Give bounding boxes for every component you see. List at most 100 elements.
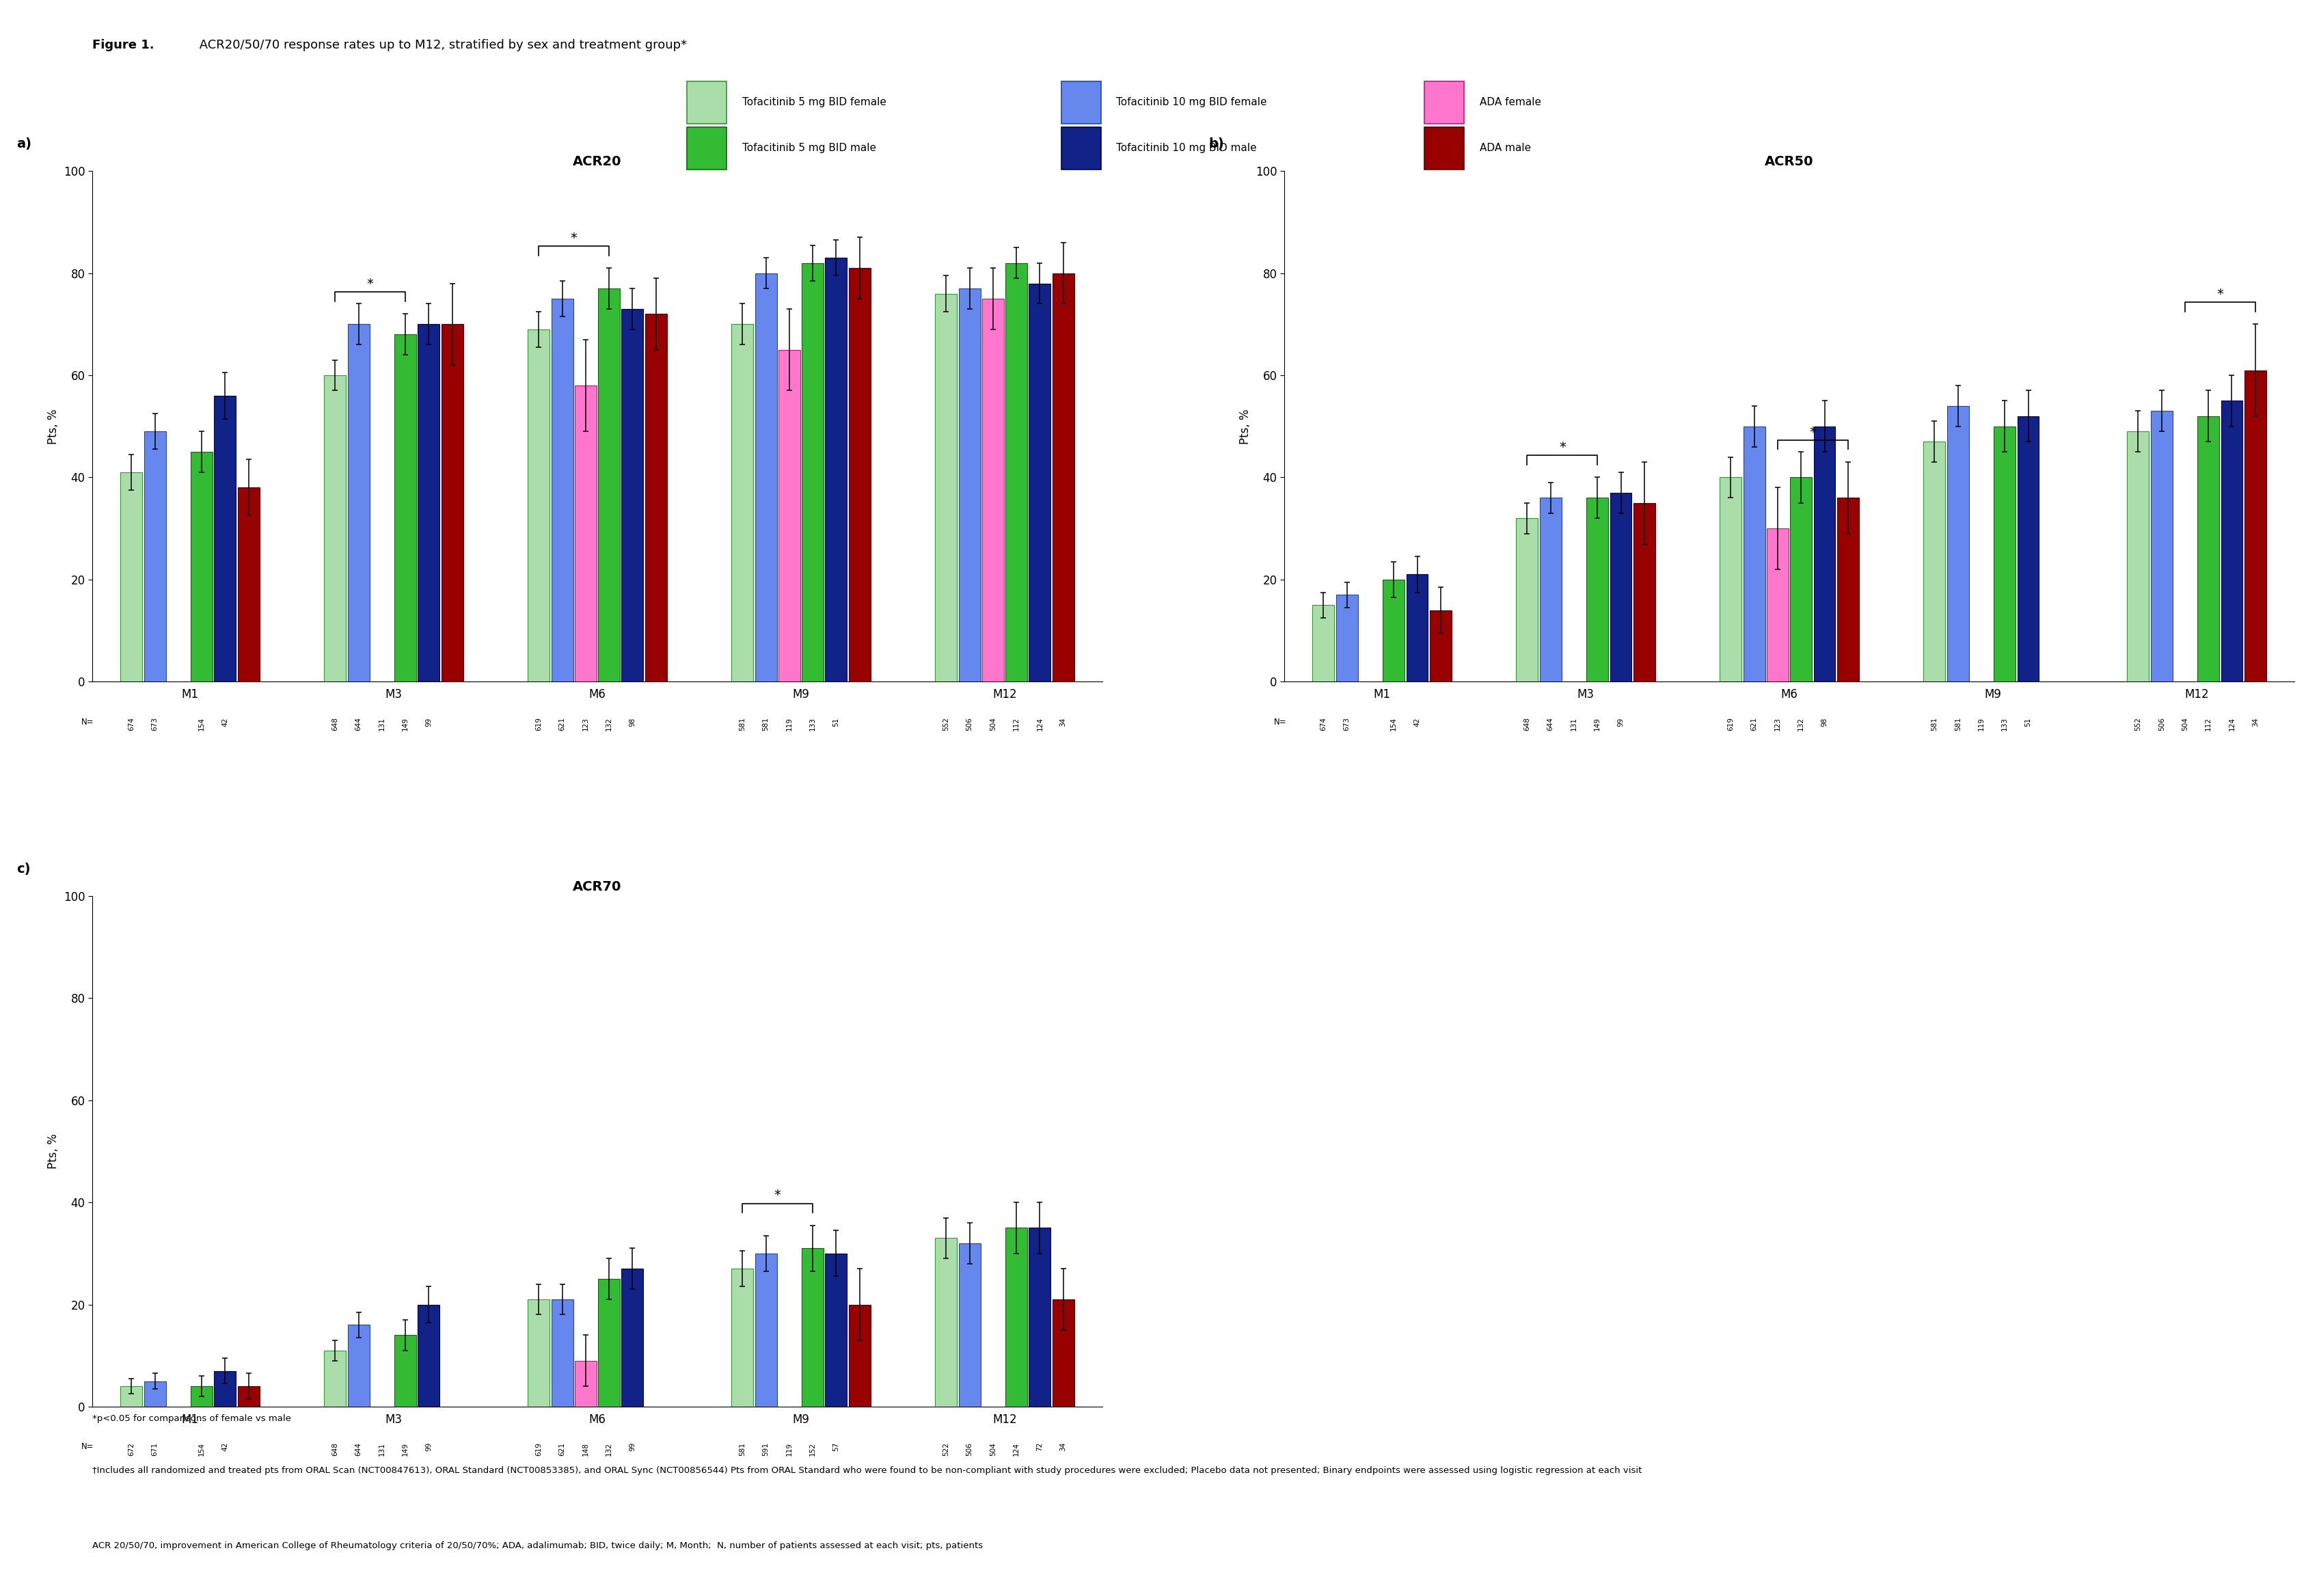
Text: 581: 581 xyxy=(738,717,745,731)
Text: 131: 131 xyxy=(1570,717,1577,731)
Text: a): a) xyxy=(16,137,32,150)
Bar xyxy=(325,375,346,681)
Text: 581: 581 xyxy=(1955,717,1962,731)
Text: 154: 154 xyxy=(1391,717,1397,731)
Text: 506: 506 xyxy=(966,1443,973,1456)
Bar xyxy=(1005,1227,1026,1406)
Text: *: * xyxy=(2216,287,2223,300)
Text: 72: 72 xyxy=(1035,1443,1042,1451)
Bar xyxy=(1407,575,1427,681)
Y-axis label: Pts, %: Pts, % xyxy=(48,409,60,444)
Bar xyxy=(731,324,754,681)
Text: 124: 124 xyxy=(1035,717,1042,731)
Text: 619: 619 xyxy=(535,717,542,731)
Text: N=: N= xyxy=(81,717,95,726)
Bar xyxy=(646,314,666,681)
Bar xyxy=(1384,579,1404,681)
Bar xyxy=(1766,528,1789,681)
Bar xyxy=(238,488,261,681)
Y-axis label: Pts, %: Pts, % xyxy=(1238,409,1252,444)
Text: 51: 51 xyxy=(2025,717,2032,726)
Text: 124: 124 xyxy=(1012,1443,1019,1456)
Text: Tofacitinib 10 mg BID female: Tofacitinib 10 mg BID female xyxy=(1116,97,1266,107)
Text: 552: 552 xyxy=(2135,717,2142,731)
Text: 119: 119 xyxy=(786,1443,793,1456)
Text: 581: 581 xyxy=(763,717,770,731)
Text: 148: 148 xyxy=(581,1443,588,1456)
Bar xyxy=(1633,503,1656,681)
Text: ADA male: ADA male xyxy=(1480,144,1531,153)
Text: 506: 506 xyxy=(2158,717,2165,731)
Text: 591: 591 xyxy=(763,1443,770,1456)
Text: c): c) xyxy=(16,863,30,876)
Text: 674: 674 xyxy=(129,717,134,731)
Text: 149: 149 xyxy=(1593,717,1600,731)
Y-axis label: Pts, %: Pts, % xyxy=(48,1133,60,1168)
Text: 152: 152 xyxy=(809,1443,816,1456)
Bar xyxy=(1028,1227,1052,1406)
Bar xyxy=(1610,493,1633,681)
Text: 132: 132 xyxy=(1799,717,1806,731)
Text: 154: 154 xyxy=(198,1443,205,1456)
Bar xyxy=(551,1299,574,1406)
Text: 124: 124 xyxy=(2228,717,2235,731)
Bar xyxy=(120,1387,143,1406)
Bar xyxy=(191,452,212,681)
Bar xyxy=(1946,405,1969,681)
Bar xyxy=(802,1248,823,1406)
Text: 99: 99 xyxy=(424,1443,431,1451)
Text: 112: 112 xyxy=(2205,717,2211,731)
Text: 149: 149 xyxy=(401,1443,408,1456)
Text: 123: 123 xyxy=(1773,717,1780,731)
Bar xyxy=(959,289,980,681)
Bar xyxy=(1743,426,1764,681)
Bar xyxy=(2244,370,2267,681)
Bar xyxy=(238,1387,261,1406)
Text: 644: 644 xyxy=(355,717,362,731)
Bar xyxy=(687,128,726,169)
Bar xyxy=(1335,595,1358,681)
Bar xyxy=(143,1381,166,1406)
Bar xyxy=(214,396,235,681)
Bar xyxy=(1813,426,1836,681)
Text: *p<0.05 for comparisons of female vs male: *p<0.05 for comparisons of female vs mal… xyxy=(92,1414,291,1424)
Title: ACR70: ACR70 xyxy=(572,879,623,894)
Bar xyxy=(849,268,869,681)
Bar xyxy=(936,1238,957,1406)
Bar xyxy=(1052,1299,1075,1406)
Text: 621: 621 xyxy=(1750,717,1757,731)
Bar xyxy=(1517,519,1538,681)
Text: 619: 619 xyxy=(1727,717,1734,731)
Bar xyxy=(120,472,143,681)
Bar xyxy=(779,350,800,681)
Bar xyxy=(1312,605,1335,681)
Text: 672: 672 xyxy=(129,1443,134,1456)
Bar xyxy=(597,1278,620,1406)
Bar xyxy=(687,81,726,123)
Text: 123: 123 xyxy=(581,717,588,731)
Text: b): b) xyxy=(1208,137,1224,150)
Text: 42: 42 xyxy=(221,717,228,726)
Text: 522: 522 xyxy=(943,1443,950,1456)
Bar xyxy=(2198,417,2218,681)
Text: 99: 99 xyxy=(1617,717,1623,726)
Text: 132: 132 xyxy=(606,717,613,731)
Bar xyxy=(802,263,823,681)
Text: 674: 674 xyxy=(1319,717,1326,731)
Bar xyxy=(528,329,549,681)
Text: Tofacitinib 10 mg BID male: Tofacitinib 10 mg BID male xyxy=(1116,144,1257,153)
Bar xyxy=(826,259,846,681)
Text: 133: 133 xyxy=(2002,717,2009,731)
Bar xyxy=(440,324,464,681)
Text: †Includes all randomized and treated pts from ORAL Scan (NCT00847613), ORAL Stan: †Includes all randomized and treated pts… xyxy=(92,1467,1642,1475)
Bar xyxy=(1052,273,1075,681)
Text: 42: 42 xyxy=(1414,717,1420,726)
Bar xyxy=(2221,401,2244,681)
Text: 648: 648 xyxy=(1524,717,1531,731)
Text: 34: 34 xyxy=(1061,717,1068,726)
Text: 671: 671 xyxy=(152,1443,159,1456)
Text: *: * xyxy=(775,1189,782,1202)
Text: 673: 673 xyxy=(1344,717,1351,731)
Text: 621: 621 xyxy=(558,717,565,731)
Bar xyxy=(574,386,597,681)
